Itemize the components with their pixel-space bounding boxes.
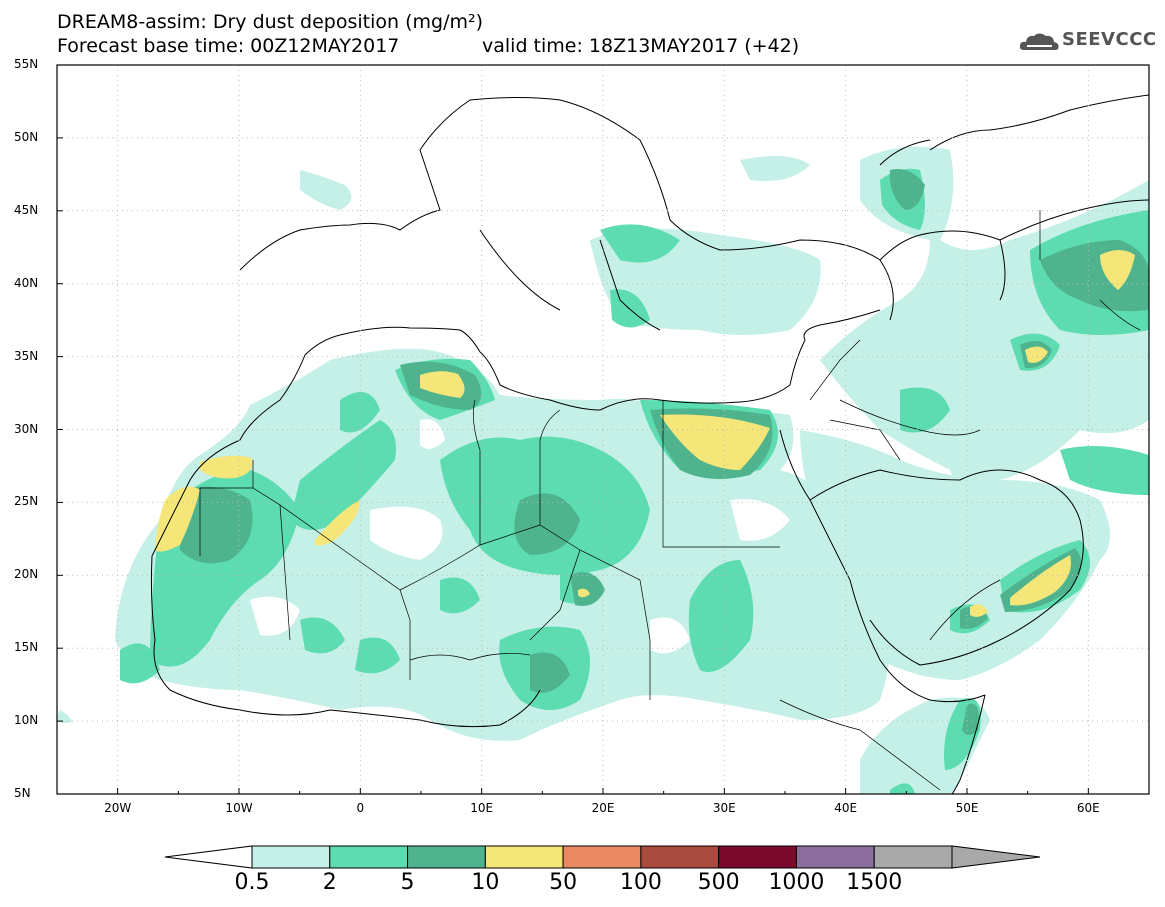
lat-label: 35N — [14, 348, 39, 363]
colorbar-high-arrow — [951, 845, 1041, 869]
colorbar-swatch — [251, 845, 331, 869]
lat-label: 30N — [14, 421, 39, 436]
coastlines — [150, 94, 1149, 794]
lon-label: 20E — [591, 801, 615, 815]
valid-time: valid time: 18Z13MAY2017 (+42) — [482, 35, 800, 57]
colorbar-swatch — [329, 845, 409, 869]
colorbar-label: 1500 — [846, 870, 903, 895]
lon-label: 10W — [225, 801, 253, 815]
cloud-icon — [1019, 33, 1059, 50]
colorbar-swatch — [718, 845, 797, 869]
forecast-base-time: Forecast base time: 00Z12MAY2017 — [57, 35, 400, 57]
colorbar-label: 1000 — [768, 870, 825, 895]
lon-label: 10E — [470, 801, 494, 815]
colorbar-swatch — [873, 845, 953, 869]
colorbar-swatch — [484, 845, 564, 869]
colorbar-label: 5 — [400, 870, 415, 895]
lon-label: 40E — [834, 801, 858, 815]
lon-label: 50E — [955, 801, 979, 815]
colorbar-label: 500 — [697, 870, 740, 895]
colorbar-swatch — [407, 845, 486, 869]
lon-label: 30E — [712, 801, 736, 815]
colorbar-label: 100 — [619, 870, 662, 895]
graticule — [57, 65, 1149, 794]
lat-label: 55N — [14, 57, 39, 71]
logo-text: SEEVCCC — [1062, 29, 1157, 50]
country-borders — [199, 210, 1141, 791]
colorbar-label: 50 — [549, 870, 578, 895]
colorbar-swatch — [562, 845, 642, 869]
lat-label: 20N — [14, 567, 39, 582]
colorbar-swatch — [640, 845, 720, 869]
colorbar-swatch — [795, 845, 875, 869]
lon-label: 0 — [356, 801, 365, 815]
map-title: DREAM8-assim: Dry dust deposition (mg/m²… — [57, 11, 484, 33]
axis-ticks — [57, 64, 1089, 795]
lat-label: 5N — [14, 786, 31, 800]
colorbar-label: 0.5 — [234, 870, 270, 895]
lat-label: 10N — [14, 713, 39, 728]
lat-label: 15N — [14, 640, 39, 655]
lon-label: 60E — [1076, 801, 1100, 815]
colorbar-low-arrow — [164, 845, 253, 869]
lat-label: 40N — [14, 275, 39, 290]
lat-label: 45N — [14, 202, 39, 217]
lat-label: 50N — [14, 129, 39, 144]
lat-label: 25N — [14, 494, 39, 509]
lon-label: 20W — [104, 801, 132, 815]
colorbar-label: 10 — [471, 870, 500, 895]
dust-fields — [57, 146, 1149, 794]
colorbar-label: 2 — [322, 870, 337, 895]
colorbar — [164, 845, 1041, 869]
